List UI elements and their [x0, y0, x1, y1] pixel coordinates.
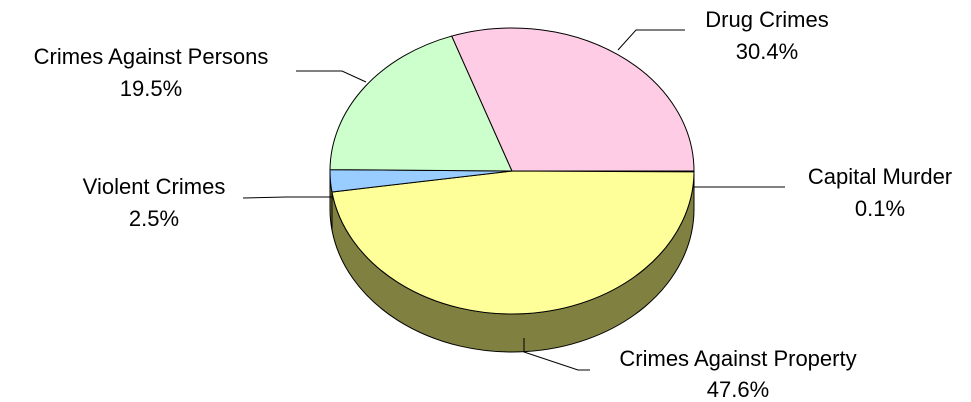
slice-label-drug-crimes: Drug Crimes	[705, 7, 828, 32]
slice-value-violent-crimes: 2.5%	[129, 206, 179, 231]
leader-lines	[242, 29, 785, 371]
slice-value-crimes-against-property: 47.6%	[707, 377, 769, 402]
slice-label-crimes-against-persons: Crimes Against Persons	[34, 44, 269, 69]
pie-slice-drug-crimes	[451, 27, 695, 172]
pie-top	[329, 27, 695, 315]
slice-label-violent-crimes: Violent Crimes	[83, 174, 226, 199]
leader-line-violent-crimes	[242, 196, 333, 199]
slice-label-crimes-against-property: Crimes Against Property	[619, 346, 856, 371]
slice-value-drug-crimes: 30.4%	[736, 39, 798, 64]
leader-line-crimes-against-persons	[296, 70, 367, 83]
slice-value-capital-murder: 0.1%	[855, 196, 905, 221]
slice-label-capital-murder: Capital Murder	[808, 164, 952, 189]
pie-slice-crimes-against-property	[331, 170, 695, 315]
slice-value-crimes-against-persons: 19.5%	[120, 76, 182, 101]
leader-line-crimes-against-property	[523, 338, 590, 371]
leader-line-drug-crimes	[617, 29, 685, 51]
